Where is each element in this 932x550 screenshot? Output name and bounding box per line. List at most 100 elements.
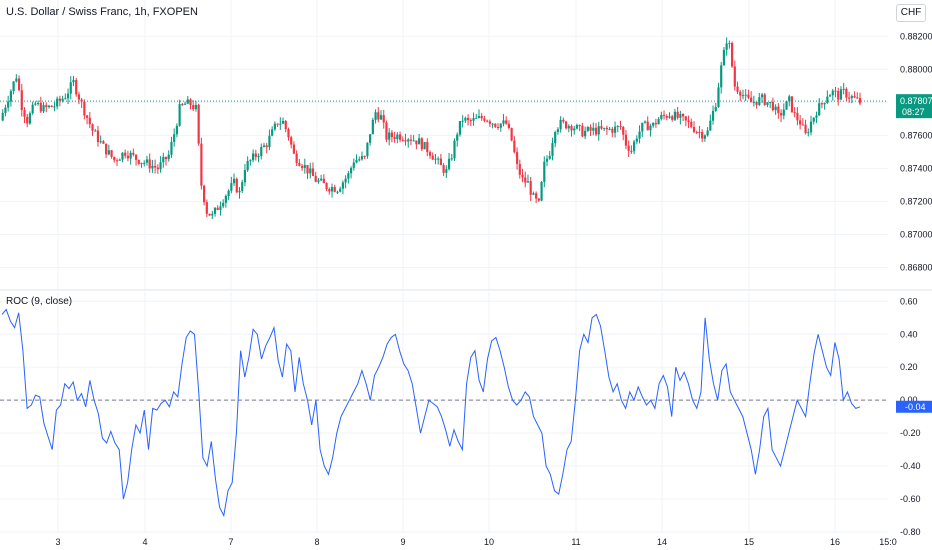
candle-body — [333, 187, 336, 192]
candle-body — [216, 207, 219, 210]
price-axis[interactable]: 0.882000.880000.878000.876000.874000.872… — [900, 31, 932, 272]
candle-body — [564, 121, 568, 129]
candle-body — [807, 132, 810, 134]
candle-body — [763, 94, 766, 105]
candle-body — [45, 105, 48, 108]
candle-body — [578, 125, 581, 127]
candle-body — [790, 96, 794, 113]
candle-body — [183, 103, 187, 105]
candle-body — [779, 113, 783, 116]
candle-body — [341, 182, 345, 189]
candle-body — [755, 101, 758, 105]
candle-body — [314, 175, 317, 182]
candle-body — [486, 120, 489, 122]
candle-body — [662, 114, 666, 116]
candle-body — [56, 98, 59, 107]
candle-body — [573, 128, 576, 131]
roc-tick-label: -0.40 — [900, 461, 921, 471]
price-tick-label: 0.87200 — [900, 196, 932, 206]
roc-value-badge — [896, 400, 932, 413]
candle-body — [426, 141, 429, 153]
candle-body — [483, 118, 486, 121]
candle-body — [148, 159, 151, 169]
candle-body — [110, 150, 113, 157]
candle-body — [722, 49, 726, 66]
roc-tick-label: -0.80 — [900, 527, 921, 537]
candle-body — [246, 160, 249, 171]
candle-body — [450, 158, 453, 160]
candle-body — [213, 207, 217, 214]
candle-body — [211, 213, 214, 216]
candle-body — [717, 87, 720, 108]
candle-body — [423, 141, 426, 150]
candle-body — [529, 181, 532, 195]
candle-body — [551, 143, 554, 156]
candle-body — [167, 154, 170, 160]
candle-body — [37, 102, 40, 104]
price-tick-label: 0.88200 — [900, 31, 932, 41]
candle-body — [850, 96, 853, 99]
candle-body — [709, 120, 712, 131]
candle-body — [102, 141, 105, 144]
candle-body — [654, 122, 657, 125]
candle-body — [7, 101, 10, 108]
candle-body — [265, 145, 268, 148]
candle-body — [113, 156, 116, 161]
candle-body — [151, 165, 154, 169]
candle-body — [290, 137, 293, 145]
candle-body — [652, 122, 655, 126]
candle-body — [856, 97, 859, 99]
candle-body — [366, 142, 369, 157]
candle-body — [91, 124, 94, 131]
candle-body — [559, 119, 562, 130]
candle-body — [34, 103, 37, 105]
candle-body — [94, 130, 97, 132]
candle-body — [785, 101, 788, 110]
roc-axis[interactable]: 0.60 0.40 0.20 0.00 -0.20 -0.40 -0.60 -0.80 — [900, 296, 921, 537]
time-tick-label: 4 — [142, 537, 147, 547]
candle-body — [611, 128, 614, 133]
candle-body — [222, 202, 225, 207]
candle-body — [203, 185, 206, 203]
candle-body — [287, 129, 290, 138]
candle-body — [608, 128, 611, 130]
time-tick-label: 11 — [571, 537, 580, 547]
price-tick-label: 0.87400 — [900, 163, 932, 173]
currency-button[interactable]: CHF — [896, 4, 926, 22]
candle-body — [837, 90, 840, 100]
candle-body — [243, 170, 247, 183]
candle-body — [627, 145, 630, 151]
candle-body — [404, 140, 407, 142]
candle-body — [96, 130, 100, 143]
time-tick-label: 7 — [228, 537, 233, 547]
candle-body — [390, 132, 393, 138]
candle-body — [75, 80, 78, 95]
candle-body — [159, 162, 162, 170]
candle-body — [281, 121, 285, 124]
candle-body — [736, 86, 739, 92]
candle-body — [562, 119, 565, 122]
candle-body — [676, 111, 679, 118]
candle-body — [257, 156, 260, 158]
candle-body — [124, 152, 127, 156]
candle-body — [194, 104, 198, 110]
chart-title[interactable]: U.S. Dollar / Swiss Franc, 1h, FXOPEN — [6, 6, 198, 18]
candle-body — [505, 120, 508, 124]
candle-body — [17, 78, 21, 91]
candle-body — [703, 135, 706, 139]
roc-tick-label: -0.60 — [900, 494, 921, 504]
candle-body — [200, 143, 203, 186]
candle-body — [826, 96, 829, 103]
candle-body — [50, 105, 53, 107]
candle-body — [698, 131, 701, 133]
time-axis[interactable]: 3 4 7 8 9 10 11 14 15 16 15:0 — [55, 537, 896, 547]
candle-body — [181, 104, 184, 106]
candle-body — [4, 107, 7, 113]
price-candles — [1, 37, 862, 220]
roc-indicator-title[interactable]: ROC (9, close) — [6, 296, 73, 307]
candle-body — [467, 117, 470, 121]
candle-body — [592, 127, 595, 131]
candle-body — [777, 106, 780, 114]
